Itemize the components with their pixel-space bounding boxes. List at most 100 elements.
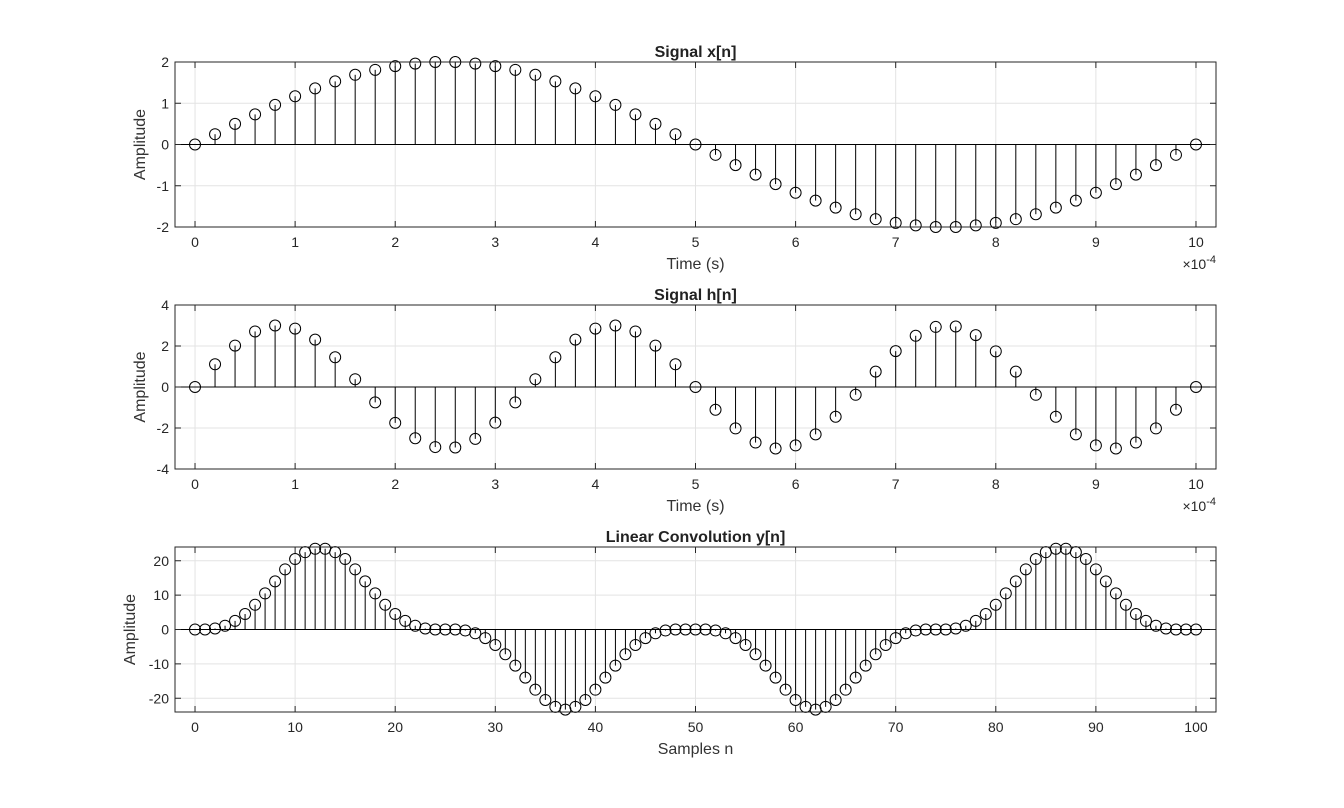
- stem-marker: [389, 60, 402, 73]
- stem-marker: [529, 68, 542, 81]
- stem-marker: [489, 638, 502, 651]
- x-tick-label: 60: [788, 719, 804, 735]
- chart-title: Signal x[n]: [655, 44, 737, 61]
- x-tick-label: 1: [291, 476, 299, 492]
- stem-marker: [289, 553, 302, 566]
- stem-marker: [929, 320, 942, 333]
- stem-marker: [969, 219, 982, 232]
- stem-marker: [749, 648, 762, 661]
- x-tick-label: 5: [692, 234, 700, 250]
- stem-marker: [679, 623, 692, 636]
- stem-marker: [1149, 159, 1162, 172]
- stem-marker: [509, 659, 522, 672]
- stem-marker: [609, 659, 622, 672]
- stem-marker: [629, 108, 642, 121]
- stem-marker: [829, 410, 842, 423]
- x-tick-label: 0: [191, 719, 199, 735]
- stem-marker: [629, 325, 642, 338]
- stem-marker: [429, 623, 442, 636]
- stem-marker: [969, 329, 982, 342]
- stem-marker: [519, 671, 532, 684]
- stem-marker: [1049, 410, 1062, 423]
- subplot-3: 0 10 20 30 40 50 60 70 80 90 100 -20 -10 0 10 20 Linear …: [122, 529, 1217, 758]
- x-tick-label: 8: [992, 476, 1000, 492]
- stem-marker: [469, 57, 482, 70]
- x-axis-label: Time (s): [666, 256, 724, 273]
- stem-marker: [879, 638, 892, 651]
- stem-marker: [529, 373, 542, 386]
- stem-marker: [1189, 381, 1202, 393]
- y-tick-label: -4: [157, 461, 170, 477]
- stem-marker: [1109, 587, 1122, 600]
- y-tick-label: 0: [161, 137, 169, 153]
- stem-marker: [689, 138, 702, 151]
- stem-marker: [849, 208, 862, 221]
- stem-marker: [919, 623, 932, 636]
- stem-marker: [769, 442, 782, 455]
- stem-marker: [699, 623, 712, 636]
- stem-marker: [549, 75, 562, 88]
- stem-marker: [649, 117, 662, 130]
- stem-marker: [289, 90, 302, 103]
- stem-marker: [1049, 201, 1062, 214]
- stem-marker: [589, 90, 602, 103]
- stem-marker: [249, 108, 262, 121]
- stem-marker: [659, 624, 672, 637]
- stem-marker: [389, 416, 402, 429]
- x-tick-label: 4: [592, 476, 600, 492]
- stem-marker: [439, 623, 452, 636]
- stem-marker: [1129, 608, 1142, 621]
- stem-marker: [1149, 422, 1162, 435]
- stem-marker: [929, 623, 942, 636]
- x-tick-label: 8: [992, 234, 1000, 250]
- stem-marker: [1089, 563, 1102, 576]
- stem-marker: [599, 671, 612, 684]
- stem-marker: [199, 623, 212, 636]
- stem-marker: [1009, 213, 1022, 226]
- stem-marker: [909, 624, 922, 637]
- y-tick-label: 4: [161, 297, 169, 313]
- stem-marker: [1009, 365, 1022, 378]
- stem-marker: [279, 563, 292, 576]
- stem-marker: [669, 623, 682, 636]
- stem-marker: [499, 648, 512, 661]
- stem-marker: [829, 201, 842, 214]
- y-tick-label: -1: [157, 178, 170, 194]
- y-tick-label: 0: [161, 622, 169, 638]
- stem-marker: [479, 632, 492, 645]
- stem-marker: [689, 381, 702, 393]
- stem-marker: [1089, 439, 1102, 452]
- stem-marker: [209, 358, 222, 371]
- stem-marker: [449, 441, 462, 454]
- stem-marker: [1019, 563, 1032, 576]
- stem-marker: [409, 432, 422, 445]
- stem-marker: [489, 60, 502, 73]
- stem-marker: [789, 186, 802, 199]
- stem-marker: [589, 322, 602, 335]
- stem-marker: [669, 358, 682, 371]
- stem-marker: [329, 351, 342, 364]
- stem-marker: [859, 659, 872, 672]
- stem-marker: [419, 622, 432, 635]
- x-tick-label: 5: [692, 476, 700, 492]
- subplot-2: 0 1 2 3 4 5 6 7 8 9 10 -4 -2 0 2 4 Signal h[n] Time (s) Am…: [132, 287, 1217, 515]
- x-tick-label: 2: [391, 476, 399, 492]
- x-axis-label: Time (s): [666, 498, 724, 515]
- y-tick-label: -2: [157, 420, 170, 436]
- y-axis-label: Amplitude: [132, 351, 149, 422]
- stem-marker: [379, 598, 392, 611]
- stem-marker: [309, 82, 322, 95]
- stem-marker: [989, 598, 1002, 611]
- stem-marker: [1109, 178, 1122, 191]
- stem-marker: [259, 587, 272, 600]
- stem-marker: [1079, 553, 1092, 566]
- stem-marker: [509, 63, 522, 76]
- stem-marker: [239, 608, 252, 621]
- stem-marker: [769, 178, 782, 191]
- x-axis-label: Samples n: [658, 741, 734, 758]
- x-tick-label: 70: [888, 719, 904, 735]
- x-tick-label: 7: [892, 476, 900, 492]
- stem-marker: [329, 75, 342, 88]
- stem-marker: [779, 683, 792, 696]
- stem-marker: [229, 117, 242, 130]
